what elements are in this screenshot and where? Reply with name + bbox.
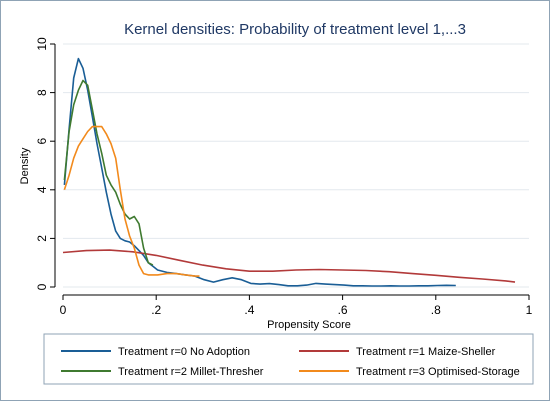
y-tick-label: 8 [35,89,49,96]
y-axis-label: Density [19,147,31,184]
x-tick-label: 1 [526,303,533,317]
grid [63,43,529,288]
y-tick-label: 4 [35,186,49,193]
y-tick-label: 2 [35,235,49,242]
legend-label-1: Treatment r=0 No Adoption [118,346,250,358]
axes: 0 2 4 6 8 10 0 .2 .4 .6 .8 1 [35,37,533,317]
series-lines [62,57,516,287]
y-tick-label: 0 [35,283,49,290]
y-tick-label: 10 [35,37,49,51]
legend-label-4: Treatment r=3 Optimised-Storage [356,366,520,378]
y-tick-label: 6 [35,138,49,145]
series-line-1 [63,57,456,287]
series-line-2 [62,249,516,283]
x-axis-label: Propensity Score [267,319,351,331]
chart-title: Kernel densities: Probability of treatme… [124,21,466,38]
series-line-3 [63,79,154,266]
legend: Treatment r=0 No Adoption Treatment r=1 M… [61,346,520,378]
x-tick-label: .4 [244,303,254,317]
x-tick-label: .2 [151,303,161,317]
legend-box [43,333,534,385]
x-tick-label: .6 [338,303,348,317]
series-line-4 [63,125,200,277]
x-tick-label: .8 [431,303,441,317]
legend-label-3: Treatment r=2 Millet-Thresher [118,366,264,378]
x-tick-label: 0 [60,303,67,317]
legend-label-2: Treatment r=1 Maize-Sheller [356,346,496,358]
